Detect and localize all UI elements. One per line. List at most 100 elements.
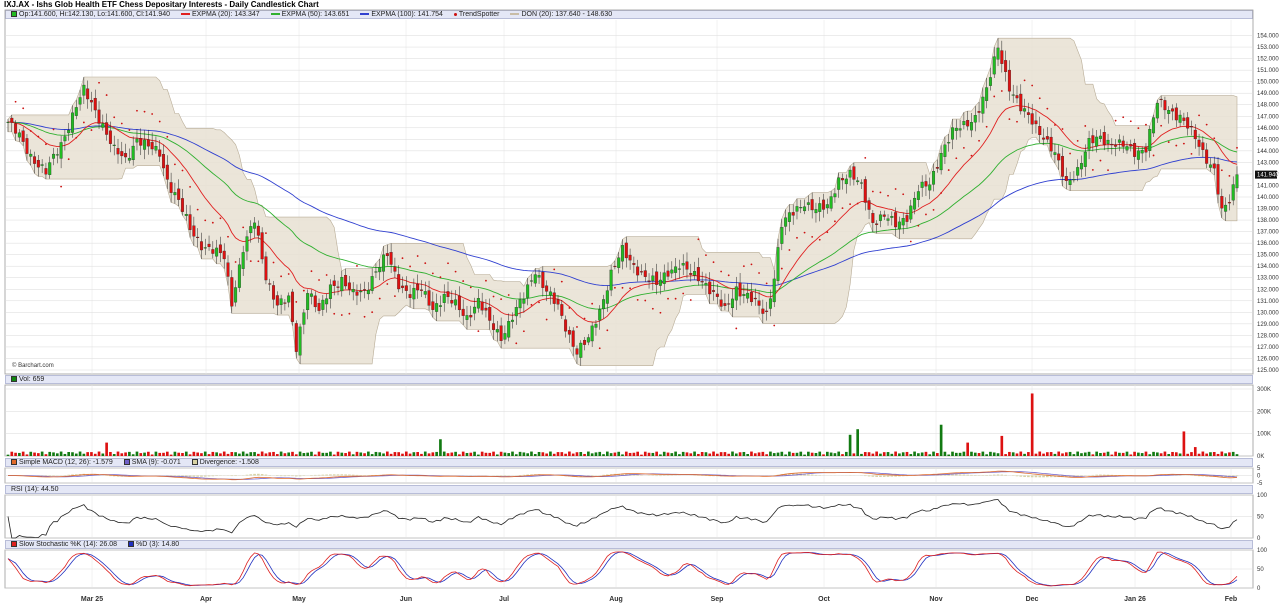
candle-body bbox=[882, 214, 886, 217]
candle-body bbox=[162, 154, 165, 169]
candle-body bbox=[1155, 102, 1159, 119]
trendspotter-dot bbox=[1091, 169, 1094, 171]
volume-bar bbox=[287, 452, 291, 456]
trendspotter-dot bbox=[864, 156, 867, 159]
divergence-bar bbox=[325, 474, 328, 476]
trendspotter-dot bbox=[962, 147, 965, 149]
divergence-bar bbox=[609, 474, 613, 476]
candle-body bbox=[1083, 151, 1087, 167]
candle-body bbox=[708, 281, 712, 295]
volume-bar bbox=[116, 451, 120, 456]
trendspotter-dot bbox=[333, 312, 336, 315]
volume-bar bbox=[564, 453, 567, 456]
trendspotter-dot bbox=[1099, 159, 1102, 162]
divergence-bar bbox=[207, 475, 211, 477]
candle-body bbox=[727, 303, 731, 305]
trendspotter-dot bbox=[811, 235, 814, 238]
divergence-bar bbox=[602, 474, 605, 476]
volume-bar bbox=[188, 454, 192, 456]
volume-bar bbox=[1080, 453, 1083, 456]
divergence-bar bbox=[169, 475, 173, 477]
volume-bar bbox=[628, 452, 632, 456]
macd-tick-label: 0 bbox=[1257, 474, 1261, 480]
volume-bar bbox=[731, 451, 734, 456]
candle-body bbox=[1205, 149, 1209, 164]
volume-bar bbox=[344, 453, 347, 456]
price-tick-label: 150.000 bbox=[1257, 80, 1279, 86]
candle-body bbox=[44, 168, 48, 175]
divergence-bar bbox=[329, 474, 332, 476]
candle-body bbox=[1152, 117, 1156, 134]
trendspotter-dot bbox=[773, 324, 776, 327]
volume-bar bbox=[469, 452, 473, 456]
trendspotter-dot bbox=[29, 130, 32, 132]
divergence-bar bbox=[1216, 475, 1220, 477]
volume-bar bbox=[1049, 452, 1053, 456]
volume-bar bbox=[742, 451, 746, 456]
candle-body bbox=[818, 203, 822, 212]
volume-bar bbox=[1061, 453, 1064, 456]
volume-bar bbox=[837, 451, 841, 456]
candle-body bbox=[203, 247, 207, 249]
trendspotter-dot bbox=[636, 298, 639, 301]
trendspotter-dot bbox=[287, 273, 290, 275]
divergence-bar bbox=[294, 475, 298, 477]
volume-bar bbox=[454, 451, 457, 456]
trendspotter-dot bbox=[1220, 169, 1223, 172]
candle-body bbox=[272, 285, 276, 300]
trendspotter-dot bbox=[788, 249, 791, 251]
trendspotter-dot bbox=[1236, 146, 1238, 149]
volume-bar bbox=[1023, 453, 1026, 456]
candle-body bbox=[693, 271, 697, 276]
divergence-bar bbox=[867, 475, 871, 477]
volume-bar bbox=[1125, 451, 1129, 456]
trendspotter-dot bbox=[151, 113, 154, 115]
candle-body bbox=[636, 266, 640, 276]
volume-bar bbox=[621, 454, 624, 456]
volume-bar bbox=[1015, 453, 1019, 456]
volume-bar bbox=[329, 451, 332, 456]
volume-bar bbox=[1072, 454, 1076, 456]
volume-bar bbox=[1197, 453, 1201, 456]
trendspotter-dot bbox=[598, 347, 601, 350]
volume-bar bbox=[871, 453, 875, 456]
divergence-bar bbox=[579, 475, 583, 477]
volume-bar bbox=[780, 451, 784, 456]
volume-bar bbox=[704, 452, 708, 456]
candle-body bbox=[848, 169, 852, 178]
candle-body bbox=[598, 309, 602, 321]
trendspotter-dot bbox=[1084, 125, 1087, 127]
volume-bar bbox=[446, 453, 450, 456]
volume-bar bbox=[973, 452, 977, 456]
volume-bar bbox=[651, 452, 655, 456]
candle-body bbox=[169, 182, 173, 193]
volume-bar bbox=[822, 454, 825, 456]
price-tick-label: 151.000 bbox=[1257, 68, 1279, 74]
divergence-bar bbox=[1000, 474, 1004, 476]
trendspotter-dot bbox=[985, 125, 988, 128]
candle-body bbox=[1121, 140, 1125, 147]
candle-body bbox=[651, 275, 655, 282]
volume-bar bbox=[203, 451, 207, 456]
divergence-bar bbox=[257, 473, 260, 476]
trendspotter-dot bbox=[500, 298, 503, 300]
trendspotter-dot bbox=[37, 135, 40, 138]
candle-body bbox=[378, 267, 382, 273]
volume-bar bbox=[268, 452, 272, 456]
divergence-bar bbox=[298, 475, 302, 477]
volume-bar bbox=[958, 452, 962, 456]
divergence-bar bbox=[192, 475, 196, 477]
candle-body bbox=[234, 287, 238, 303]
volume-bar bbox=[192, 451, 196, 456]
trendspotter-dot bbox=[750, 263, 753, 266]
volume-bar bbox=[917, 453, 920, 456]
candle-body bbox=[890, 216, 894, 218]
volume-bar bbox=[222, 451, 226, 456]
volume-bar bbox=[52, 452, 55, 456]
x-tick-label: Jan 26 bbox=[1124, 596, 1146, 603]
trendspotter-dot bbox=[522, 330, 525, 333]
volume-bar bbox=[939, 424, 943, 456]
divergence-bar bbox=[1106, 474, 1110, 476]
divergence-bar bbox=[291, 475, 294, 477]
